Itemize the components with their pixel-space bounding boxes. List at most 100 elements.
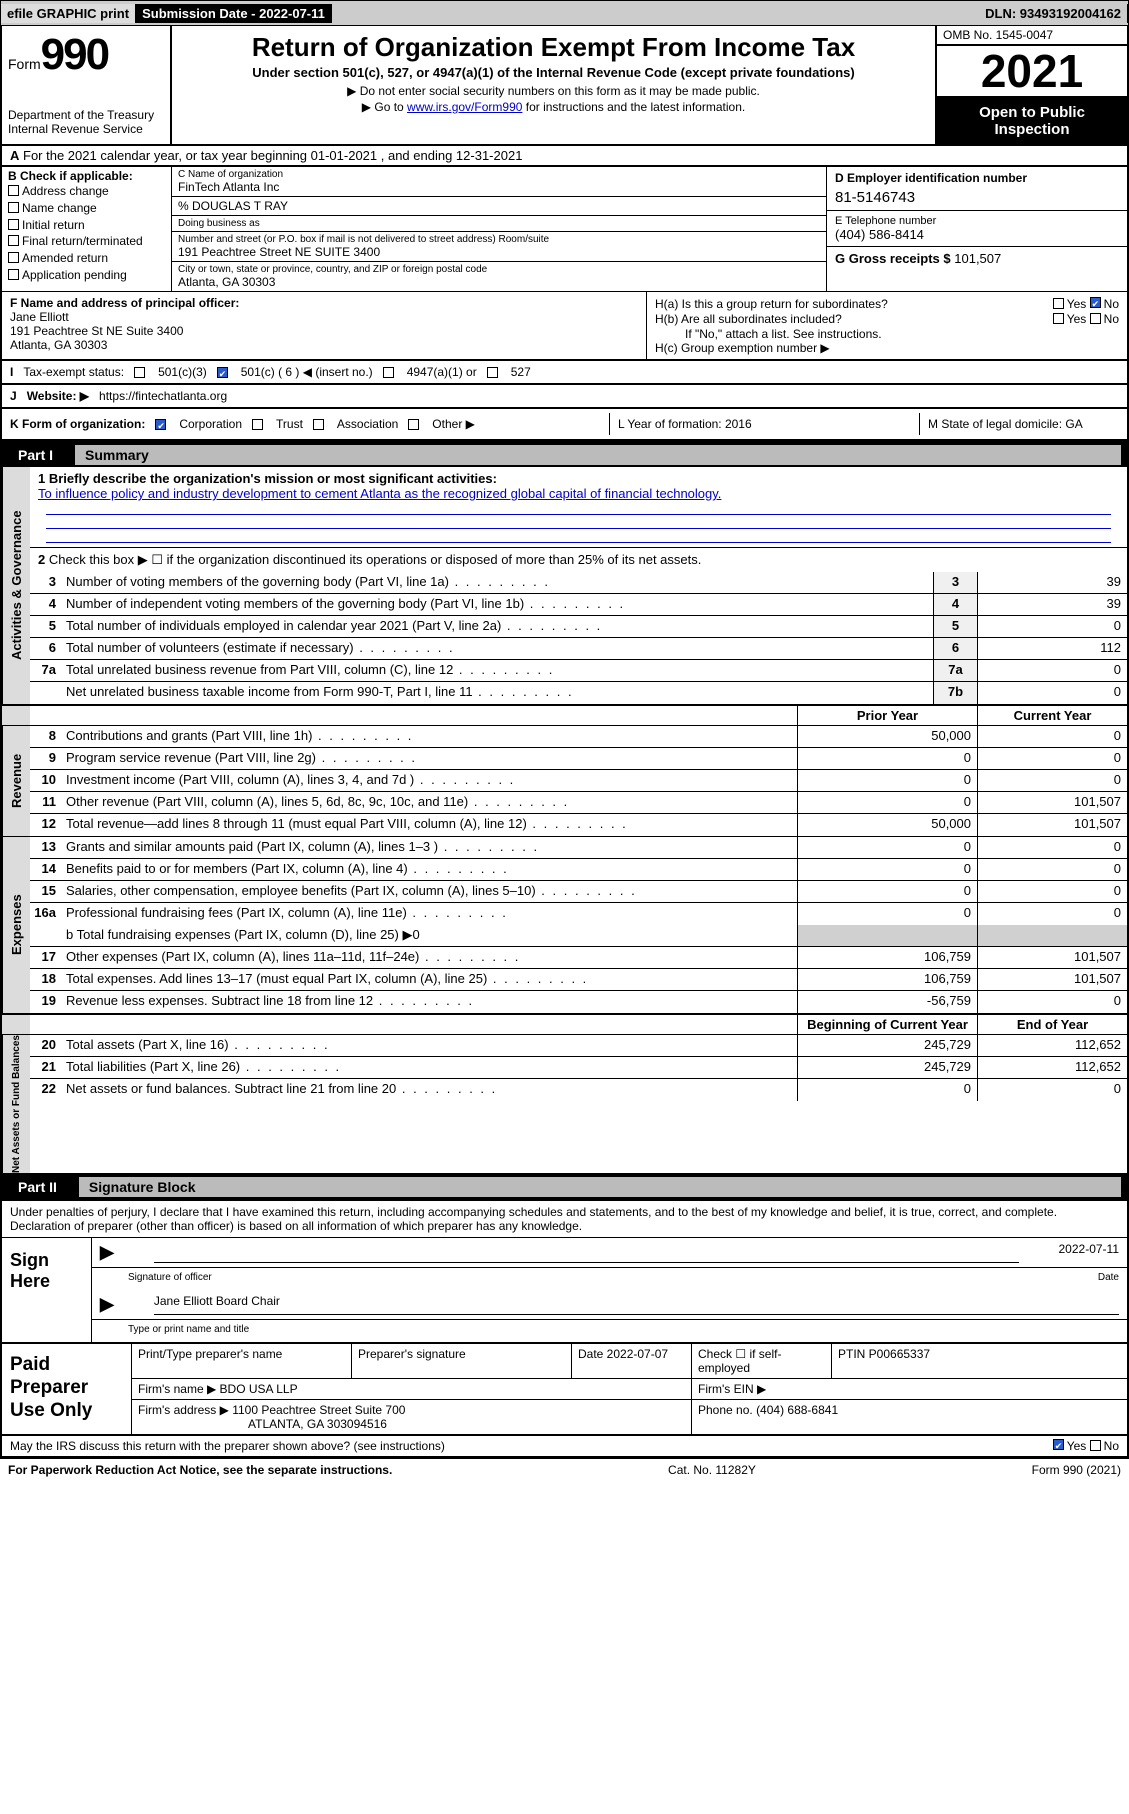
- officer-addr1: 191 Peachtree St NE Suite 3400: [10, 324, 183, 338]
- part-2-title: Signature Block: [79, 1177, 1121, 1197]
- ha-yes[interactable]: [1053, 298, 1064, 309]
- care-of: % DOUGLAS T RAY: [172, 197, 826, 216]
- form-subtitle: Under section 501(c), 527, or 4947(a)(1)…: [182, 65, 925, 80]
- opt-corporation: Corporation: [179, 417, 242, 431]
- preparer-date: Date 2022-07-07: [572, 1344, 692, 1378]
- dln-label: DLN: 93493192004162: [979, 4, 1128, 23]
- hc-label: H(c) Group exemption number ▶: [655, 341, 1119, 355]
- department-label: Department of the Treasury: [8, 108, 164, 122]
- col-f-officer: F Name and address of principal officer:…: [2, 292, 647, 359]
- check-527[interactable]: [487, 367, 498, 378]
- summary-line-6: 6Total number of volunteers (estimate if…: [30, 638, 1127, 660]
- summary-line-21: 21Total liabilities (Part X, line 26)245…: [30, 1057, 1127, 1079]
- officer-name: Jane Elliott: [10, 310, 69, 324]
- sig-name-label: Type or print name and title: [128, 1324, 249, 1338]
- opt-association: Association: [337, 417, 398, 431]
- website-note: ▶ Go to www.irs.gov/Form990 for instruct…: [182, 100, 925, 114]
- footer-form: Form 990 (2021): [1032, 1463, 1121, 1477]
- ha-no[interactable]: [1090, 297, 1101, 308]
- org-name: FinTech Atlanta Inc: [178, 180, 820, 194]
- summary-line-4: 4Number of independent voting members of…: [30, 594, 1127, 616]
- efile-button[interactable]: efile GRAPHIC print: [1, 4, 136, 23]
- grid-fh: F Name and address of principal officer:…: [0, 291, 1129, 361]
- website-value[interactable]: https://fintechatlanta.org: [99, 389, 227, 403]
- preparer-sig-hdr: Preparer's signature: [352, 1344, 572, 1378]
- perjury-declaration: Under penalties of perjury, I declare th…: [2, 1201, 1127, 1238]
- irs-label: Internal Revenue Service: [8, 122, 164, 136]
- part-1-label: Part I: [8, 445, 63, 465]
- footer-catalog: Cat. No. 11282Y: [668, 1463, 756, 1477]
- hb-no[interactable]: [1090, 313, 1101, 324]
- check-address-change[interactable]: Address change: [8, 183, 165, 200]
- form-number-block: Form 990 Department of the Treasury Inte…: [2, 26, 172, 144]
- opt-other: Other ▶: [432, 417, 475, 431]
- check-corporation[interactable]: [155, 419, 166, 430]
- city-label: City or town, state or province, country…: [178, 264, 820, 275]
- summary-line-3: 3Number of voting members of the governi…: [30, 572, 1127, 594]
- ein-label: D Employer identification number: [835, 171, 1119, 185]
- may-question: May the IRS discuss this return with the…: [10, 1439, 445, 1453]
- page-footer: For Paperwork Reduction Act Notice, see …: [0, 1458, 1129, 1481]
- omb-number: OMB No. 1545-0047: [937, 26, 1127, 46]
- sig-date-label: Date: [1098, 1272, 1119, 1286]
- row-k-form-org: K Form of organization: Corporation Trus…: [0, 409, 1129, 441]
- check-amended-return[interactable]: Amended return: [8, 250, 165, 267]
- opt-527: 527: [511, 365, 531, 379]
- ssn-note: ▶ Do not enter social security numbers o…: [182, 84, 925, 98]
- tax-year: 2021: [937, 46, 1127, 98]
- vtab-expenses: Expenses: [2, 837, 30, 1013]
- summary-line-18: 18Total expenses. Add lines 13–17 (must …: [30, 969, 1127, 991]
- firm-addr: 1100 Peachtree Street Suite 700: [232, 1403, 405, 1417]
- summary-line-20: 20Total assets (Part X, line 16)245,7291…: [30, 1035, 1127, 1057]
- tax-year-range: For the 2021 calendar year, or tax year …: [23, 148, 522, 163]
- check-501c[interactable]: [217, 367, 228, 378]
- year-formation: L Year of formation: 2016: [609, 413, 909, 435]
- irs-link[interactable]: www.irs.gov/Form990: [407, 100, 522, 114]
- signature-block: Under penalties of perjury, I declare th…: [0, 1201, 1129, 1344]
- footer-left: For Paperwork Reduction Act Notice, see …: [8, 1463, 392, 1477]
- ein-value: 81-5146743: [835, 185, 1119, 206]
- check-association[interactable]: [313, 419, 324, 430]
- may-no-check[interactable]: [1090, 1440, 1101, 1451]
- revenue-section: Revenue 8Contributions and grants (Part …: [2, 726, 1127, 836]
- website-label: Website: ▶: [27, 389, 89, 403]
- check-name-change[interactable]: Name change: [8, 200, 165, 217]
- addr-label: Number and street (or P.O. box if mail i…: [178, 234, 820, 245]
- org-name-label: C Name of organization: [178, 169, 820, 180]
- check-501c3[interactable]: [134, 367, 145, 378]
- top-bar: efile GRAPHIC print Submission Date - 20…: [0, 0, 1129, 26]
- row-a-tax-year: A For the 2021 calendar year, or tax yea…: [0, 146, 1129, 167]
- activities-governance-section: Activities & Governance 1 Briefly descri…: [2, 467, 1127, 704]
- submission-date-button[interactable]: Submission Date - 2022-07-11: [136, 4, 332, 23]
- check-initial-return[interactable]: Initial return: [8, 217, 165, 234]
- summary-line-17: 17Other expenses (Part IX, column (A), l…: [30, 947, 1127, 969]
- check-final-return[interactable]: Final return/terminated: [8, 233, 165, 250]
- summary-line-5: 5Total number of individuals employed in…: [30, 616, 1127, 638]
- col-b-header: B Check if applicable:: [8, 169, 165, 183]
- note-post: for instructions and the latest informat…: [522, 100, 745, 114]
- ha-label: H(a) Is this a group return for subordin…: [655, 297, 888, 311]
- paid-preparer-block: Paid Preparer Use Only Print/Type prepar…: [0, 1344, 1129, 1436]
- hb-yes[interactable]: [1053, 313, 1064, 324]
- summary-line-16a: 16aProfessional fundraising fees (Part I…: [30, 903, 1127, 925]
- officer-addr2: Atlanta, GA 30303: [10, 338, 107, 352]
- expenses-section: Expenses 13Grants and similar amounts pa…: [2, 836, 1127, 1013]
- state-domicile: M State of legal domicile: GA: [919, 413, 1119, 435]
- summary-line-8: 8Contributions and grants (Part VIII, li…: [30, 726, 1127, 748]
- check-application-pending[interactable]: Application pending: [8, 267, 165, 284]
- summary-line-14: 14Benefits paid to or for members (Part …: [30, 859, 1127, 881]
- self-employed-check[interactable]: Check ☐ if self-employed: [692, 1344, 832, 1378]
- telephone-value: (404) 586-8414: [835, 227, 1119, 242]
- may-yes-check[interactable]: [1053, 1439, 1064, 1450]
- check-other[interactable]: [408, 419, 419, 430]
- form-title: Return of Organization Exempt From Incom…: [182, 32, 925, 63]
- open-to-public: Open to Public Inspection: [937, 98, 1127, 144]
- check-4947[interactable]: [383, 367, 394, 378]
- sig-officer-label: Signature of officer: [128, 1272, 212, 1286]
- note-pre: ▶ Go to: [362, 100, 407, 114]
- firm-addr-label: Firm's address ▶: [138, 1403, 229, 1417]
- vtab-spacer-2: [2, 1015, 30, 1034]
- col-h-group: H(a) Is this a group return for subordin…: [647, 292, 1127, 359]
- check-trust[interactable]: [252, 419, 263, 430]
- sign-here-label: Sign Here: [2, 1238, 92, 1342]
